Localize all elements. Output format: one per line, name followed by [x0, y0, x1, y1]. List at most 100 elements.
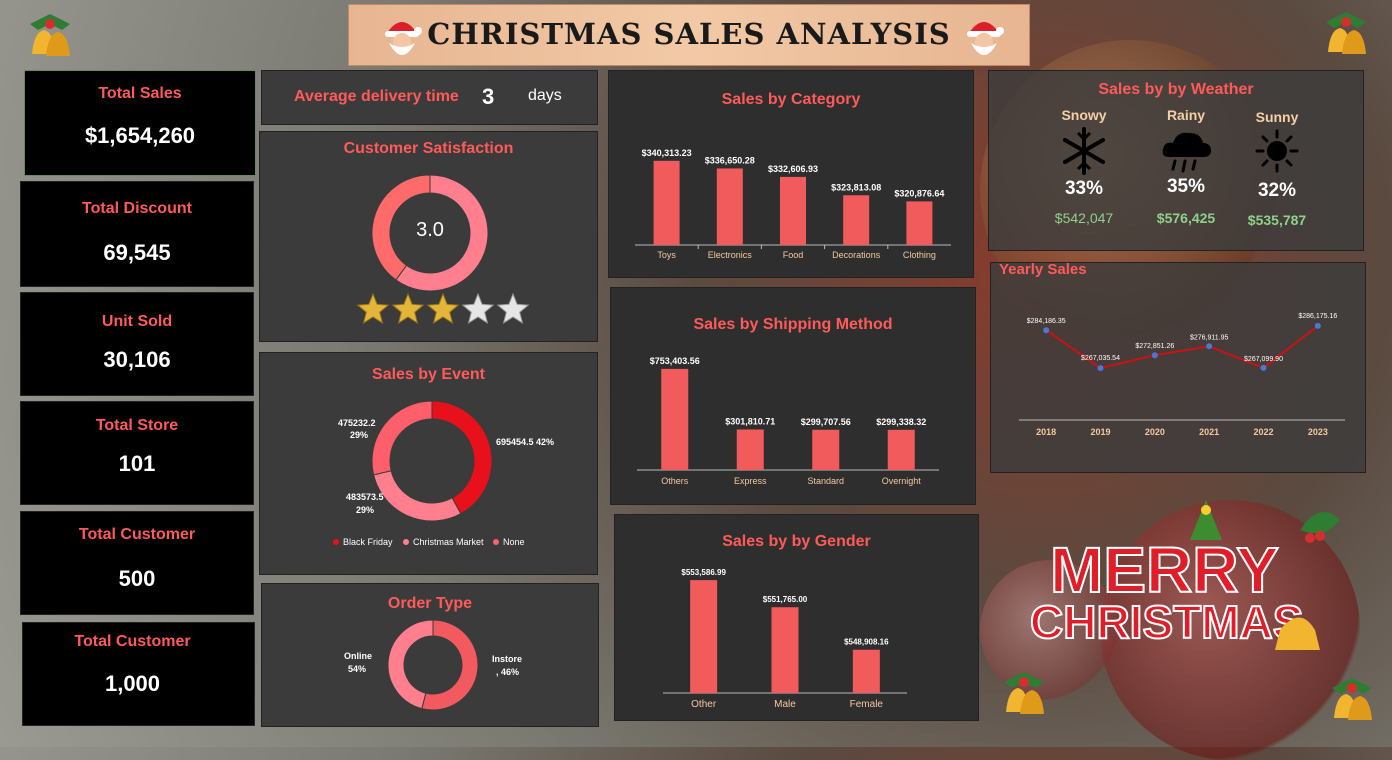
category-bar-chart: $340,313.23 Toys $336,650.28 Electronics $33…	[635, 148, 951, 260]
panel-title: Sales by by Gender	[722, 533, 871, 550]
bar	[661, 368, 689, 470]
weather-name: Rainy	[1166, 107, 1206, 123]
tick-label: Other	[691, 699, 717, 710]
kpi-value: 500	[118, 566, 156, 591]
order-donut-chart: Online 54% Instore , 46%	[344, 619, 522, 711]
tick-label: Food	[783, 250, 804, 260]
panel-title: Sales by by Weather	[1098, 81, 1254, 98]
category-panel: Sales by Category $340,313.23 Toys $336,65…	[608, 70, 974, 278]
legend-label: Black Friday	[343, 537, 393, 547]
rating-star-icon	[496, 292, 530, 324]
data-point	[1043, 327, 1050, 334]
slice-label: Instore	[492, 654, 522, 664]
gender-bar-chart: $553,586.99 Other $551,765.00 Male $548,908.…	[663, 568, 907, 710]
gauge-segment	[395, 174, 489, 292]
tick-label: Standard	[807, 476, 844, 486]
legend-label: Christmas Market	[413, 537, 484, 547]
tick-label: Others	[661, 476, 689, 486]
rain-cloud-icon	[1162, 132, 1211, 173]
merry-christmas-decoration: MERRY CHRISTMAS	[1029, 500, 1340, 650]
slice-label: 695454.5 42%	[496, 437, 554, 447]
weather-rainy: Rainy 35% $576,425	[1141, 107, 1231, 226]
yearly-line-chart: $284,186.35 2018 $267,035.54 2019 $272,851.2…	[1019, 313, 1345, 437]
christmas-text: CHRISTMAS	[1030, 596, 1303, 648]
donut-slice	[371, 400, 433, 476]
data-point	[1206, 343, 1213, 350]
bar	[716, 168, 743, 245]
donut-slice	[431, 400, 493, 515]
bar	[812, 429, 840, 470]
order-panel: Order Type Online 54% Instore , 46%	[261, 583, 599, 727]
weather-pct: 33%	[1064, 178, 1104, 199]
weather-pct: 32%	[1257, 180, 1297, 201]
kpi-title: Total Discount	[82, 200, 192, 217]
tick-label: Male	[774, 699, 796, 710]
data-label: $553,586.99	[681, 568, 726, 577]
bar	[780, 176, 806, 245]
bar	[887, 429, 915, 470]
merry-text: MERRY	[1050, 534, 1279, 606]
tick-label: Overnight	[882, 476, 922, 486]
bar	[690, 580, 718, 693]
tick-label: 2018	[1036, 427, 1056, 437]
kpi-card-total-customer: Total Customer 500	[20, 511, 254, 615]
background-ornament	[1100, 500, 1360, 760]
bar	[771, 607, 799, 693]
delivery-value: 3	[482, 84, 495, 109]
tick-label: Electronics	[708, 250, 753, 260]
slice-label: 29%	[350, 430, 368, 440]
bells-icon	[1326, 12, 1366, 54]
data-label: $267,099.90	[1244, 356, 1283, 363]
weather-amount: $535,787	[1247, 212, 1307, 228]
data-point	[1151, 352, 1158, 359]
data-label: $301,810.71	[725, 416, 775, 426]
kpi-title: Total Customer	[78, 526, 196, 543]
donut-slice	[421, 619, 479, 711]
title-banner: CHRISTMAS SALES ANALYSIS	[348, 4, 1030, 66]
slice-label: Online	[344, 651, 372, 661]
shipping-panel: Sales by Shipping Method $753,403.56 Othe…	[610, 287, 976, 505]
tick-label: 2020	[1145, 427, 1165, 437]
tick-label: 2022	[1253, 427, 1273, 437]
slice-label: 54%	[348, 664, 366, 674]
tick-label: Decorations	[832, 250, 881, 260]
tick-label: Female	[850, 699, 884, 710]
santa-icon	[967, 22, 1004, 55]
rating-star-icon	[461, 292, 495, 324]
bar	[906, 201, 933, 245]
bar	[843, 195, 870, 245]
kpi-card-total-sales: Total Sales $1,654,260	[24, 70, 256, 176]
data-label: $286,175.16	[1298, 313, 1337, 320]
weather-sunny: Sunny 32% $535,787	[1232, 109, 1322, 228]
slice-label: 29%	[356, 505, 374, 515]
satisfaction-chart: 3.0	[356, 174, 530, 324]
gauge-value: 3.0	[416, 219, 444, 241]
data-label: $548,908.16	[844, 638, 889, 647]
kpi-value: 101	[118, 451, 156, 476]
tick-label: Clothing	[903, 250, 936, 260]
sun-icon	[1255, 129, 1299, 173]
weather-amount: $542,047	[1054, 210, 1114, 226]
data-label: $320,876.64	[894, 188, 944, 198]
gender-panel: Sales by by Gender $553,586.99 Other $551,…	[614, 514, 979, 721]
tick-label: 2023	[1308, 427, 1328, 437]
tick-label: 2021	[1199, 427, 1219, 437]
tick-label: Toys	[657, 250, 676, 260]
bells-icon	[30, 14, 70, 56]
kpi-value: 30,106	[103, 347, 171, 372]
donut-slice	[387, 619, 434, 710]
tick-label: 2019	[1090, 427, 1110, 437]
satisfaction-panel: Customer Satisfaction 3.0	[259, 131, 598, 342]
data-label: $299,338.32	[876, 417, 926, 427]
weather-name: Snowy	[1061, 107, 1107, 123]
kpi-card-total-discount: Total Discount 69,545	[20, 181, 254, 287]
kpi-card-total-store: Total Store 101	[20, 401, 254, 505]
data-label: $299,707.56	[801, 417, 851, 427]
data-label: $276,911.95	[1190, 334, 1229, 341]
weather-panel: Sales by by Weather Snowy 33% $542,047 R…	[988, 70, 1364, 251]
kpi-card-unit-sold: Unit Sold 30,106	[20, 292, 254, 396]
data-point	[1260, 364, 1267, 371]
kpi-title: Total Store	[95, 417, 179, 434]
yearly-panel: Yearly Sales $284,186.35 2018 $267,035.54 2…	[990, 261, 1366, 473]
kpi-title: Total Sales	[98, 85, 182, 102]
